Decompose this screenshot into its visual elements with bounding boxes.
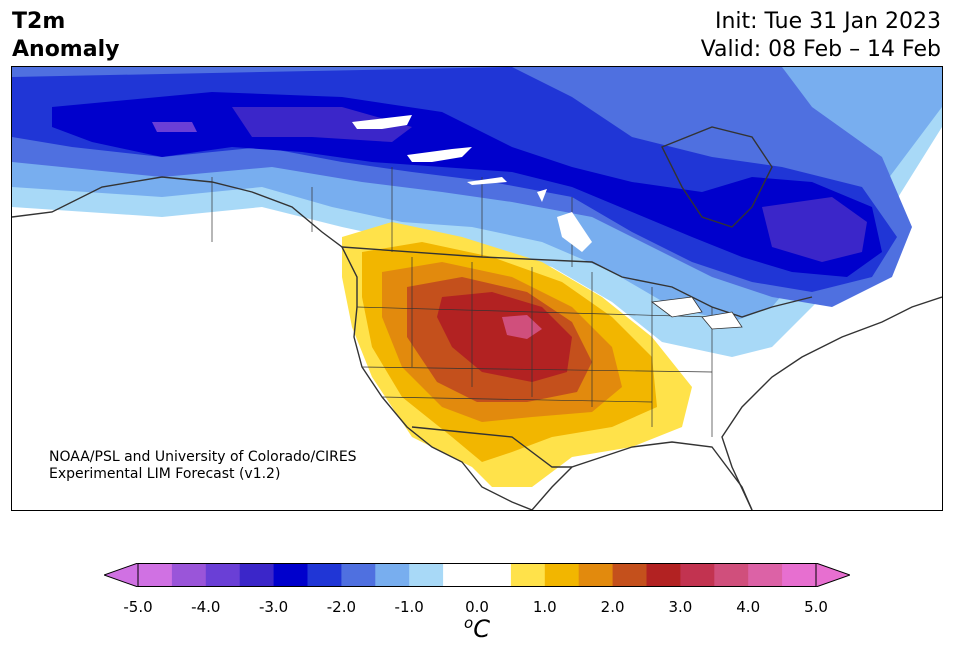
colorbar-svg [102,562,852,588]
colorbar-unit: oC [464,614,490,643]
unit-base: C [473,615,490,643]
colorbar-segment [138,563,173,587]
chart-title: T2m Anomaly [12,8,119,64]
colorbar-segment [171,563,207,587]
colorbar-segment [273,563,308,587]
state-lines [211,167,713,437]
colorbar-segment [612,563,647,587]
colorbar-segment [748,563,783,587]
colorbar-tick-label: 0.0 [465,598,489,616]
valid-dates: Valid: 08 Feb – 14 Feb [700,37,941,62]
colorbar-segment [341,563,376,587]
colorbar-tick-label: 3.0 [668,598,693,616]
colorbar-outline [137,563,817,587]
colorbar-segment [782,563,817,587]
west-coastline [12,176,533,510]
east-coastline [721,296,942,510]
colorbar-tick-label: -3.0 [258,598,289,616]
colorbar-segment [307,563,342,587]
credit-line-1: NOAA/PSL and University of Colorado/CIRE… [49,449,357,465]
title-line-1: T2m [12,9,66,34]
cold-band-8 [152,122,197,132]
northern-lakes [352,115,592,252]
colorbar-tick-label: -1.0 [394,598,424,616]
great-lakes [650,296,743,330]
hudson-bay [661,126,773,228]
map-panel [11,66,943,511]
title-line-2: Anomaly [12,37,120,62]
colorbar-segment [510,563,546,587]
colorbar-segment [239,563,275,587]
boundaries [12,126,942,510]
colorbar-segment [443,563,478,587]
colorbar-segment [544,563,580,587]
credit-text: NOAA/PSL and University of Colorado/CIRE… [49,449,357,483]
colorbar-segment [714,563,749,587]
cold-anomaly-shading [12,67,942,357]
colorbar-segment [375,563,410,587]
colorbar-segment [409,563,444,587]
colorbar-over-triangle [815,562,852,588]
colorbar-tick-label: -2.0 [326,598,357,616]
colorbar-tick-label: -4.0 [191,598,221,616]
init-date: Init: Tue 31 Jan 2023 [714,9,941,34]
colorbar-segment [205,563,241,587]
warm-anomaly-shading [342,222,692,487]
unit-superscript: o [464,614,474,632]
colorbar-tick-label: -5.0 [123,598,153,616]
colorbar-segment [578,563,614,587]
colorbar-segment [477,563,512,587]
forecast-dates: Init: Tue 31 Jan 2023 Valid: 08 Feb – 14… [701,8,941,64]
anomaly-map [12,67,942,510]
us-canada-border [341,246,813,318]
colorbar-tick-label: 5.0 [804,598,828,616]
colorbar-tick-label: 2.0 [600,598,625,616]
cold-band-7 [762,197,867,262]
colorbar-tick-label: 1.0 [532,598,557,616]
colorbar-segment [680,563,715,587]
cold-band-6 [232,107,412,142]
cold-band-5 [52,92,882,277]
colorbar [102,562,852,588]
colorbar-under-triangle [102,562,139,588]
colorbar-tick-label: 4.0 [736,598,761,616]
gulf-coastline [531,441,753,510]
warm-band-5 [437,292,572,382]
colorbar-segment [646,563,681,587]
us-mexico-border [411,426,572,468]
credit-line-2: Experimental LIM Forecast (v1.2) [49,466,281,482]
